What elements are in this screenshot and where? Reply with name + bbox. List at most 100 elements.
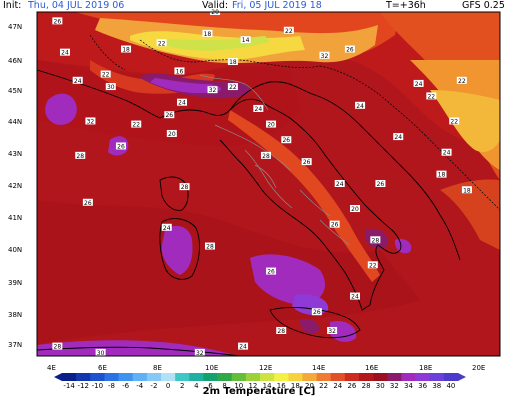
svg-text:24: 24 — [74, 78, 82, 85]
temperature-label: 24 — [355, 101, 366, 110]
svg-text:20: 20 — [168, 131, 176, 138]
lon-label: 20E — [472, 364, 485, 372]
lat-label: 38N — [8, 311, 22, 319]
hot-spots — [37, 73, 412, 356]
colorbar-swatch — [76, 373, 91, 381]
svg-text:22: 22 — [158, 40, 166, 47]
colorbar-tick-label: 24 — [333, 382, 342, 390]
temperature-label: 32 — [194, 348, 205, 357]
temperature-label: 22 — [449, 117, 460, 125]
colorbar-swatch — [90, 373, 105, 381]
lon-label: 18E — [419, 364, 432, 372]
colorbar-tick-label: 40 — [446, 382, 455, 390]
temperature-label: 26 — [329, 220, 340, 229]
svg-text:32: 32 — [328, 328, 336, 335]
svg-text:32: 32 — [196, 350, 204, 357]
temperature-label: 24 — [413, 79, 424, 88]
svg-text:28: 28 — [372, 237, 380, 244]
temperature-label: 26 — [301, 158, 312, 166]
temperature-label: 22 — [426, 92, 437, 100]
svg-text:22: 22 — [427, 93, 435, 100]
lat-label: 46N — [8, 57, 22, 65]
temperature-label: 26 — [375, 180, 386, 188]
temperature-label: 28 — [276, 326, 287, 335]
colorbar-tick-label: 4 — [194, 382, 199, 390]
svg-text:26: 26 — [313, 309, 321, 316]
temperature-label: 24 — [393, 133, 404, 141]
svg-text:28: 28 — [54, 344, 62, 351]
svg-text:28: 28 — [277, 328, 285, 335]
colorbar-tick-label: 12 — [248, 382, 257, 390]
temperature-label: 18 — [461, 186, 472, 194]
svg-text:18: 18 — [204, 31, 212, 38]
svg-text:28: 28 — [181, 184, 189, 191]
init-label: Init: — [3, 0, 22, 11]
colorbar-tick-label: 28 — [362, 382, 371, 390]
temperature-label: 24 — [59, 48, 70, 57]
lon-label: 16E — [365, 364, 378, 372]
temperature-label: 24 — [161, 223, 172, 232]
lat-label: 43N — [8, 150, 22, 158]
colorbar-tick-label: 2 — [180, 382, 184, 390]
colorbar-swatch — [401, 373, 416, 381]
map-frame — [36, 11, 501, 357]
colorbar-swatch — [288, 373, 303, 381]
colorbar-tick-label: 30 — [376, 382, 385, 390]
temperature-label: 20 — [166, 129, 177, 138]
colorbar-title: 2m Temperature [C] — [202, 386, 316, 397]
colorbar-tick-label: -12 — [77, 382, 88, 390]
temperature-label: 32 — [85, 117, 96, 125]
svg-text:22: 22 — [458, 78, 466, 85]
svg-text:28: 28 — [262, 153, 270, 160]
lat-label: 42N — [8, 182, 22, 190]
svg-text:18: 18 — [229, 59, 237, 66]
svg-text:24: 24 — [178, 100, 186, 107]
colorbar-tick-label: 6 — [208, 382, 213, 390]
temperature-label: 26 — [266, 267, 277, 276]
colorbar — [54, 373, 466, 381]
temperature-label: 28 — [260, 151, 271, 160]
colorbar-arrow-left — [54, 373, 62, 381]
colorbar-tick-label: 22 — [319, 382, 328, 390]
lat-label: 39N — [8, 279, 22, 287]
temperature-label: 20 — [266, 120, 277, 129]
temperature-label: 30 — [105, 83, 116, 91]
temperature-label: 22 — [100, 70, 111, 79]
svg-text:22: 22 — [450, 118, 458, 125]
colorbar-tick-label: -10 — [92, 382, 103, 390]
svg-text:30: 30 — [107, 84, 115, 91]
colorbar-swatch — [387, 373, 402, 381]
colorbar-swatch — [359, 373, 374, 381]
lat-label: 44N — [8, 118, 22, 126]
colorbar-ticks: -14 -12 -10 -8 -6 -4 -2 0 2 4 6 8 10 12 14 16 18 20 22 24 26… — [63, 382, 455, 390]
svg-text:24: 24 — [415, 81, 423, 88]
temperature-label: 28 — [204, 242, 215, 251]
colorbar-tick-label: 0 — [166, 382, 170, 390]
temperature-label: 32 — [319, 51, 330, 60]
colorbar-tick-label: 18 — [291, 382, 300, 390]
temperature-label: 28 — [75, 151, 86, 160]
svg-text:24: 24 — [239, 344, 247, 351]
colorbar-tick-label: 14 — [263, 382, 272, 390]
temperature-label: 14 — [240, 36, 251, 44]
svg-text:24: 24 — [443, 150, 451, 157]
colorbar-swatch — [245, 373, 261, 381]
temperature-label: 22 — [367, 261, 378, 269]
svg-text:22: 22 — [132, 122, 140, 129]
svg-text:26: 26 — [303, 159, 311, 166]
temperature-label: 22 — [456, 76, 467, 85]
colorbar-tick-label: -6 — [122, 382, 130, 390]
lon-label: 10E — [205, 364, 218, 372]
svg-text:18: 18 — [463, 187, 471, 194]
colorbar-tick-label: 34 — [404, 382, 413, 390]
temperature-label: 20 — [349, 205, 360, 213]
colorbar-swatch — [429, 373, 445, 381]
svg-text:32: 32 — [321, 53, 329, 60]
colorbar-tick-label: -14 — [63, 382, 75, 390]
svg-text:26: 26 — [267, 269, 275, 276]
lat-label: 47N — [8, 23, 22, 31]
svg-text:18: 18 — [122, 47, 130, 54]
svg-text:18: 18 — [438, 172, 446, 179]
svg-text:26: 26 — [117, 143, 125, 150]
temperature-label: 28 — [179, 183, 190, 191]
